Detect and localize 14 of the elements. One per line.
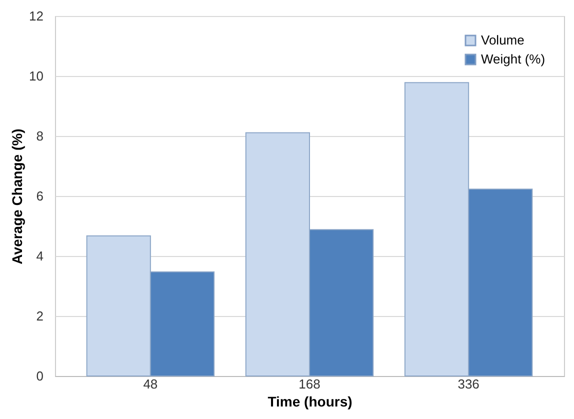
y-axis-title: Average Change (%)	[9, 128, 26, 264]
legend-label: Volume	[481, 32, 524, 48]
y-tick-label: 6	[36, 188, 44, 204]
x-tick-label: 168	[298, 376, 320, 392]
x-axis-title: Time (hours)	[268, 394, 352, 410]
y-tick-label: 8	[36, 128, 44, 144]
y-tick-label: 2	[36, 308, 44, 324]
y-tick-label: 10	[29, 68, 44, 84]
y-tick-label: 4	[36, 248, 44, 264]
y-tick-label: 12	[29, 8, 44, 24]
legend-label: Weight (%)	[481, 52, 546, 66]
y-tick-label: 0	[36, 368, 44, 384]
x-tick-label: 336	[458, 376, 480, 392]
x-tick-label: 48	[143, 376, 158, 392]
